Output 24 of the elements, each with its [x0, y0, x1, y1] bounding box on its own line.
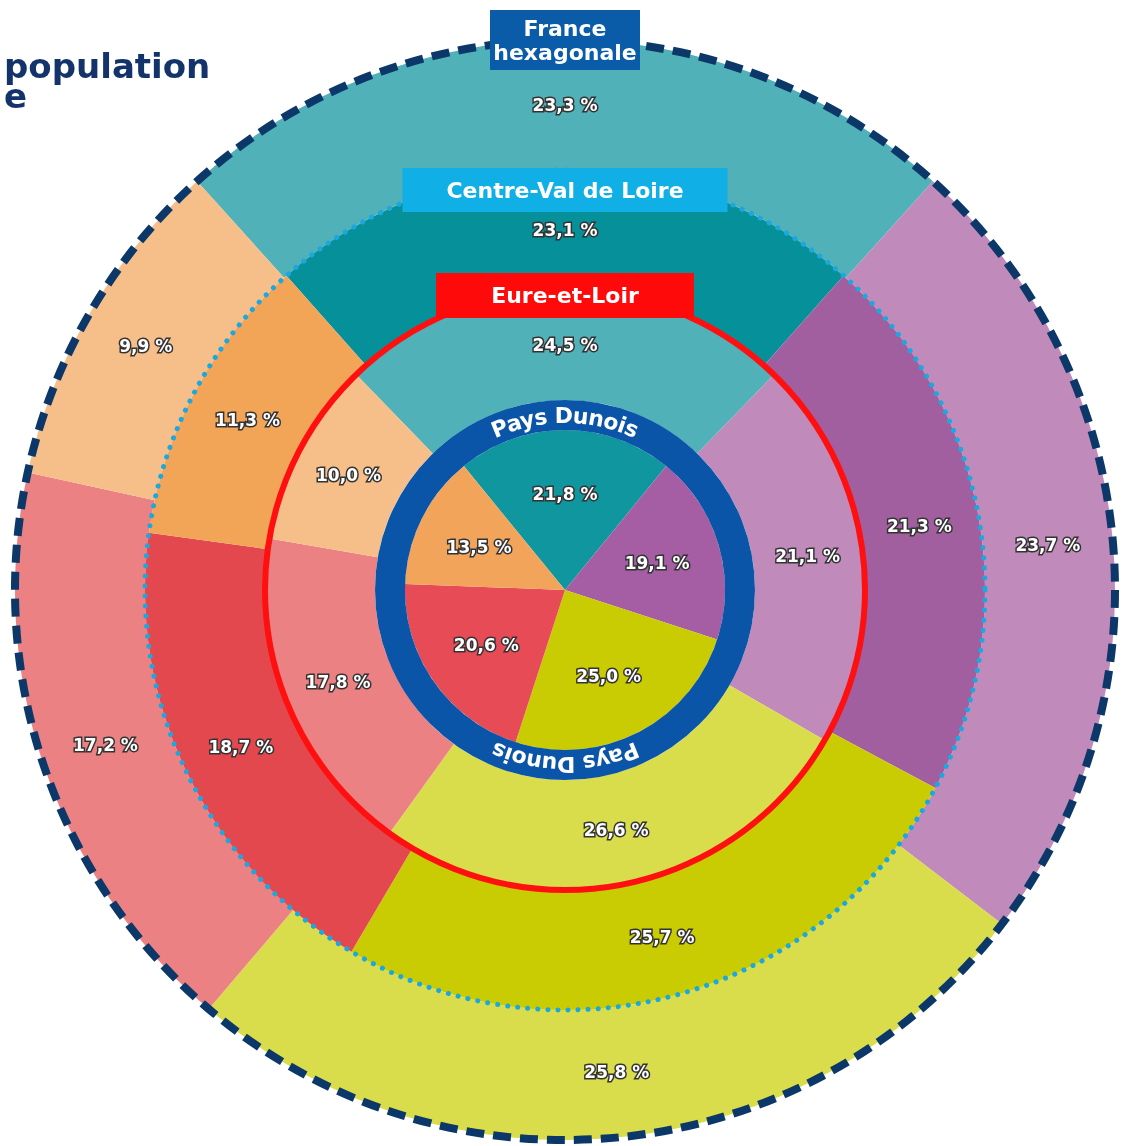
data-label: 13,5 % — [446, 537, 512, 558]
data-label: 25,7 % — [629, 926, 695, 947]
text: Pays Dunois — [487, 402, 643, 443]
slice-label: Centre-Val de Loire — [446, 177, 684, 203]
data-label: 17,8 % — [305, 672, 371, 693]
data-label: 23,7 % — [1015, 535, 1081, 556]
data-label: 17,2 % — [73, 735, 138, 756]
data-label: 24,5 % — [532, 335, 598, 355]
data-label: 21,3 % — [886, 516, 952, 537]
data-label: 25,0 % — [576, 665, 642, 686]
data-label: 23,1 % — [532, 220, 598, 240]
slice-label: Pays Dunois — [487, 737, 643, 778]
data-label: 25,8 % — [584, 1062, 650, 1083]
data-label: 9,9 % — [119, 336, 173, 357]
data-label: 20,6 % — [453, 634, 519, 655]
data-label: 23,3 % — [532, 95, 598, 115]
data-label: 19,1 % — [624, 552, 690, 573]
data-label: 10,0 % — [316, 465, 381, 486]
data-label: 21,1 % — [775, 546, 841, 567]
slice-label: Eure-et-Loir — [491, 283, 639, 308]
data-label: 21,8 % — [532, 484, 598, 504]
data-label: 18,7 % — [208, 736, 274, 757]
data-label: 26,6 % — [583, 819, 649, 840]
data-label: 11,3 % — [215, 410, 281, 431]
